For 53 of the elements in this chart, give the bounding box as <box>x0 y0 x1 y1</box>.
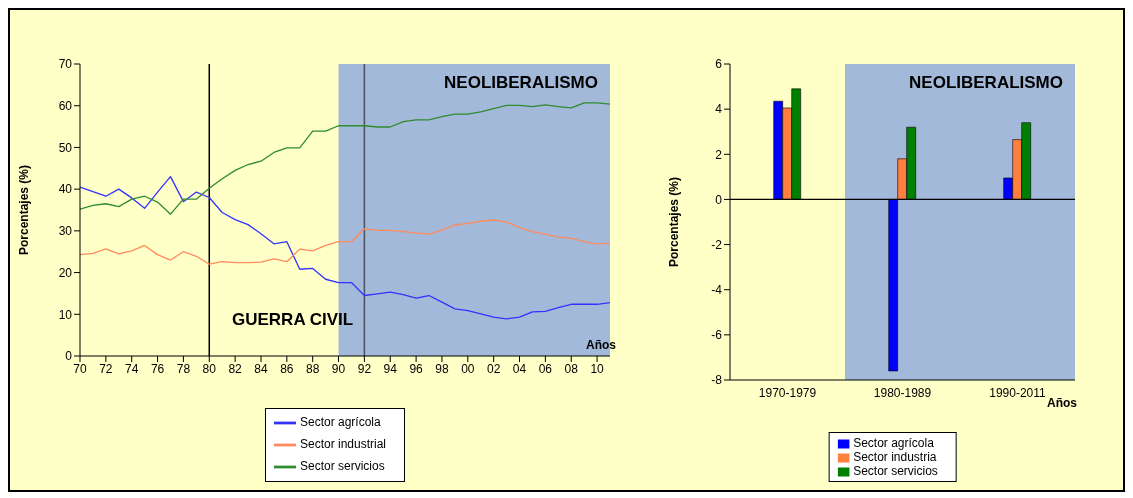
x-tick-label: 96 <box>409 361 424 376</box>
x-tick-label: 70 <box>73 361 87 376</box>
x-tick-label: 92 <box>357 361 372 376</box>
y-axis-title: Porcentajes (%) <box>667 176 682 268</box>
x-tick-label: 82 <box>228 361 243 376</box>
x-tick-label: 86 <box>280 361 294 376</box>
x-tick-label: 08 <box>564 361 579 376</box>
legend-label: Sector agrícola <box>853 436 934 450</box>
x-tick-label: 72 <box>99 361 113 376</box>
x-tick-label: 02 <box>486 361 501 376</box>
legend-label: Sector industrial <box>299 437 387 452</box>
y-tick-label: 2 <box>715 147 723 162</box>
x-axis-title: Años <box>586 338 617 353</box>
y-tick-label: 30 <box>58 224 73 239</box>
x-tick-label: 1990-2011 <box>989 385 1047 400</box>
x-tick-label: 04 <box>512 361 527 376</box>
legend-label: Sector agrícola <box>299 415 381 430</box>
legend-label: Sector servicios <box>853 464 938 478</box>
x-tick-label: 00 <box>461 361 475 376</box>
y-axis-title: Porcentajes (%) <box>17 164 32 256</box>
x-tick-label: 88 <box>306 361 320 376</box>
y-tick-label: 60 <box>58 98 73 113</box>
y-tick-label: -6 <box>711 328 723 343</box>
y-tick-label: 40 <box>58 182 73 197</box>
x-tick-label: 80 <box>202 361 217 376</box>
band-label: NEOLIBERALISMO <box>909 73 1063 93</box>
x-tick-label: 90 <box>331 361 346 376</box>
y-tick-label: -8 <box>711 373 723 388</box>
x-tick-label: 78 <box>176 361 191 376</box>
y-tick-label: 4 <box>715 102 723 117</box>
legend-label: Sector industria <box>853 450 937 464</box>
band-label: NEOLIBERALISMO <box>444 73 598 93</box>
x-axis-title: Años <box>1047 396 1078 411</box>
x-tick-label: 10 <box>590 361 605 376</box>
x-tick-label: 74 <box>125 361 139 376</box>
y-tick-label: 50 <box>58 140 73 155</box>
y-tick-label: 0 <box>715 192 723 207</box>
y-tick-label: 0 <box>65 349 73 364</box>
annotation: GUERRA CIVIL <box>232 310 354 330</box>
y-tick-label: 70 <box>58 57 73 72</box>
x-tick-label: 06 <box>538 361 553 376</box>
x-tick-label: 1970-1979 <box>758 385 817 400</box>
y-tick-label: -4 <box>711 282 723 297</box>
x-tick-label: 94 <box>383 361 398 376</box>
y-tick-label: 20 <box>58 265 73 280</box>
y-tick-label: -2 <box>711 237 723 252</box>
x-tick-label: 84 <box>254 361 268 376</box>
y-tick-label: 6 <box>715 57 723 72</box>
x-tick-label: 76 <box>150 361 165 376</box>
legend-label: Sector servicios <box>299 459 385 474</box>
x-tick-label: 1980-1989 <box>873 385 932 400</box>
x-tick-label: 98 <box>435 361 449 376</box>
y-tick-label: 10 <box>58 307 73 322</box>
